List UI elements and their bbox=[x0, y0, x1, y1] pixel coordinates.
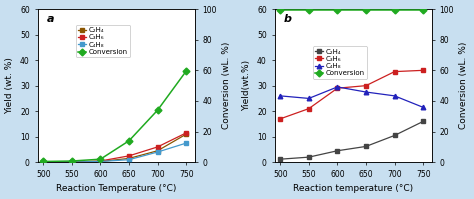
Line: C₄H₈: C₄H₈ bbox=[41, 141, 188, 164]
Line: C₄H₈: C₄H₈ bbox=[278, 85, 426, 110]
X-axis label: Reaction Temperature (°C): Reaction Temperature (°C) bbox=[56, 184, 176, 193]
C₄H₈ bbox=[420, 106, 426, 108]
X-axis label: Reaction temperature (°C): Reaction temperature (°C) bbox=[293, 184, 413, 193]
C₃H₆ bbox=[183, 132, 189, 134]
Y-axis label: Conversion (wL. %): Conversion (wL. %) bbox=[222, 42, 231, 129]
C₂H₄ bbox=[98, 160, 103, 163]
Conversion bbox=[98, 158, 103, 160]
Conversion bbox=[420, 9, 426, 11]
C₄H₈ bbox=[392, 95, 397, 97]
C₂H₄ bbox=[277, 158, 283, 160]
C₃H₆ bbox=[277, 118, 283, 120]
C₂H₄ bbox=[392, 134, 397, 137]
Conversion bbox=[69, 160, 74, 162]
C₃H₆ bbox=[126, 155, 132, 157]
C₃H₆ bbox=[306, 107, 311, 110]
C₄H₈ bbox=[69, 161, 74, 163]
Conversion bbox=[306, 9, 311, 11]
C₃H₆ bbox=[98, 160, 103, 162]
Y-axis label: Yield (wt. %): Yield (wt. %) bbox=[6, 57, 15, 114]
Conversion bbox=[126, 140, 132, 142]
C₃H₆ bbox=[40, 161, 46, 163]
C₄H₈ bbox=[335, 86, 340, 88]
Text: b: b bbox=[284, 14, 292, 24]
Line: Conversion: Conversion bbox=[41, 69, 189, 164]
C₂H₄ bbox=[155, 150, 160, 152]
C₃H₆ bbox=[420, 69, 426, 71]
C₄H₈ bbox=[98, 160, 103, 163]
C₃H₆ bbox=[155, 146, 160, 148]
Conversion bbox=[363, 9, 369, 11]
Legend: C₂H₄, C₃H₆, C₄H₈, Conversion: C₂H₄, C₃H₆, C₄H₈, Conversion bbox=[312, 46, 367, 79]
Line: Conversion: Conversion bbox=[278, 7, 426, 12]
C₄H₈ bbox=[155, 151, 160, 153]
C₃H₆ bbox=[392, 70, 397, 73]
C₂H₄ bbox=[183, 133, 189, 135]
Line: C₃H₆: C₃H₆ bbox=[41, 131, 188, 164]
Conversion bbox=[40, 160, 46, 163]
C₂H₄ bbox=[420, 120, 426, 123]
C₄H₈ bbox=[277, 95, 283, 97]
Conversion bbox=[335, 9, 340, 11]
C₄H₈ bbox=[126, 158, 132, 161]
Text: a: a bbox=[47, 14, 55, 24]
C₄H₈ bbox=[363, 91, 369, 93]
Line: C₃H₆: C₃H₆ bbox=[278, 68, 425, 121]
C₂H₄ bbox=[40, 161, 46, 163]
Legend: C₂H₄, C₃H₆, C₄H₈, Conversion: C₂H₄, C₃H₆, C₄H₈, Conversion bbox=[75, 25, 130, 57]
C₂H₄ bbox=[126, 157, 132, 160]
Conversion bbox=[392, 9, 397, 11]
C₃H₆ bbox=[69, 161, 74, 163]
C₂H₄ bbox=[69, 161, 74, 163]
Conversion bbox=[277, 9, 283, 11]
Y-axis label: Yield(wt.%): Yield(wt.%) bbox=[243, 60, 252, 111]
C₂H₄ bbox=[363, 145, 369, 148]
C₄H₈ bbox=[306, 97, 311, 100]
C₂H₄ bbox=[335, 150, 340, 152]
Y-axis label: Conversion (wL. %): Conversion (wL. %) bbox=[459, 42, 468, 129]
Conversion bbox=[183, 70, 189, 72]
C₄H₈ bbox=[40, 161, 46, 163]
C₄H₈ bbox=[183, 142, 189, 144]
Line: C₂H₄: C₂H₄ bbox=[278, 119, 425, 161]
C₃H₆ bbox=[363, 84, 369, 87]
Conversion bbox=[155, 109, 160, 111]
C₂H₄ bbox=[306, 156, 311, 158]
C₃H₆ bbox=[335, 87, 340, 89]
Line: C₂H₄: C₂H₄ bbox=[41, 132, 188, 164]
